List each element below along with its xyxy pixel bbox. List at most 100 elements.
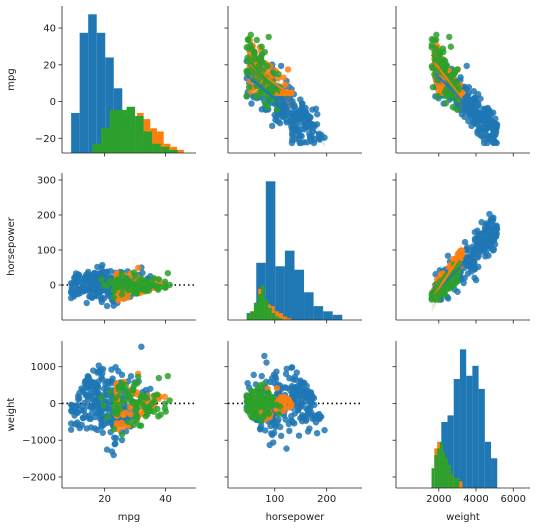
- resid-point-s2-52: [127, 411, 134, 418]
- point-s3-21: [253, 36, 260, 44]
- resid-point-s1-167: [277, 432, 285, 440]
- resid-point-s3-25: [118, 291, 126, 298]
- resid-point-s1-204: [75, 396, 82, 403]
- point-s1-222: [464, 244, 471, 251]
- hist-bar-weight-s3-9: [456, 478, 460, 488]
- resid-point-s3-77: [110, 280, 117, 287]
- resid-point-s3-42: [249, 414, 257, 421]
- hist-bar-horsepower-s1-5: [294, 269, 305, 320]
- resid-point-s1-205: [67, 420, 75, 427]
- resid-point-s1-244: [89, 275, 96, 282]
- point-s3-73: [264, 103, 271, 111]
- hist-bar-mpg-s1-0: [71, 112, 80, 153]
- resid-point-s1-243: [99, 375, 106, 383]
- point-s3-53: [428, 44, 435, 51]
- hist-bar-horsepower-s3-9: [278, 318, 283, 320]
- resid-point-s1-238: [106, 378, 113, 385]
- resid-point-s1-228: [84, 393, 91, 400]
- resid-point-s3-0: [166, 397, 173, 404]
- resid-point-s1-70: [313, 429, 321, 437]
- hist-bar-weight-s1-2: [447, 415, 454, 488]
- point-s1-108: [482, 253, 489, 260]
- point-s3-67: [266, 85, 273, 93]
- point-s1-248: [444, 252, 452, 259]
- panel-mpg-vs-mpg: −20 0 20 40: [35, 6, 196, 157]
- resid-point-s3-33: [134, 405, 141, 412]
- point-s3-13: [265, 33, 272, 41]
- resid-point-s1-199: [286, 427, 293, 435]
- hist-bar-horsepower-s3-0: [246, 314, 251, 320]
- hist-bar-mpg-s1-1: [79, 32, 89, 153]
- x-tick-label-weight: 2000: [426, 494, 451, 505]
- resid-point-s1-239: [257, 425, 264, 432]
- resid-point-s1-246: [99, 268, 107, 275]
- y-tick-label-horsepower: 0: [50, 281, 56, 292]
- resid-point-s3-30: [130, 269, 138, 276]
- resid-point-s1-241: [295, 406, 302, 414]
- resid-point-s3-32: [161, 284, 169, 291]
- hist-bar-mpg-s3-2: [109, 109, 119, 153]
- resid-point-s2-49: [286, 397, 293, 405]
- resid-point-s1-191: [283, 384, 290, 392]
- x-tick-label-horsepower: 100: [265, 494, 284, 505]
- resid-point-s1-213: [304, 406, 311, 414]
- point-s1-49: [314, 111, 321, 118]
- point-s1-156: [463, 62, 470, 70]
- point-s1-220: [468, 122, 475, 130]
- resid-point-s1-198: [115, 367, 122, 375]
- resid-point-s3-66: [104, 413, 111, 421]
- resid-point-s1-127: [258, 372, 265, 380]
- resid-point-s1-246: [99, 365, 107, 373]
- point-s1-130: [481, 128, 489, 135]
- hist-bar-horsepower-s3-5: [264, 299, 269, 320]
- hist-bar-horsepower-s2-7: [278, 313, 284, 320]
- resid-point-s3-68: [150, 274, 158, 282]
- hist-bar-weight-s1-6: [472, 365, 479, 488]
- point-s3-73: [449, 103, 457, 111]
- x-tick-label-weight: 6000: [501, 494, 526, 505]
- y-tick-label-horsepower: 300: [37, 176, 56, 187]
- hist-bar-mpg-s2-9: [177, 149, 184, 153]
- point-s1-116: [465, 117, 472, 125]
- point-s2-58: [280, 74, 287, 81]
- point-s1-246: [484, 104, 491, 112]
- x-tick-label-weight: 4000: [463, 494, 488, 505]
- hist-bar-horsepower-s1-7: [313, 306, 324, 320]
- resid-point-s1-108: [282, 370, 290, 378]
- resid-point-s1-239: [118, 436, 126, 444]
- fit-line-s1: [434, 228, 498, 294]
- point-s3-78: [443, 92, 450, 100]
- point-s3-53: [243, 44, 250, 51]
- resid-point-s1-151: [103, 446, 111, 453]
- hist-bar-mpg-s3-1: [100, 128, 110, 153]
- resid-point-s1-244: [300, 391, 308, 399]
- y-tick-label-weight: −1000: [22, 436, 56, 447]
- x-axis-label-horsepower: horsepower: [266, 512, 326, 523]
- resid-point-s2-65: [113, 270, 121, 277]
- point-s1-223: [461, 274, 468, 282]
- resid-point-s3-36: [110, 294, 118, 301]
- point-s1-220: [269, 122, 276, 130]
- panel-weight-vs-mpg: 20 40 −2000 −1000 0 1000: [22, 341, 196, 505]
- resid-point-s1-230: [270, 439, 277, 446]
- resid-point-s3-42: [136, 422, 143, 429]
- resid-point-s1-133: [90, 367, 97, 374]
- point-s1-180: [306, 130, 313, 138]
- resid-point-s1-231: [288, 383, 296, 390]
- resid-point-s1-241: [78, 284, 86, 292]
- hist-bar-mpg-s3-8: [160, 146, 170, 153]
- fit-line-s3: [430, 54, 460, 92]
- hist-bar-mpg-s1-3: [96, 32, 106, 153]
- resid-point-s1-189: [127, 373, 135, 380]
- point-s3-47: [448, 71, 456, 79]
- resid-point-s3-63: [133, 399, 141, 406]
- resid-point-s1-240: [93, 270, 100, 277]
- resid-point-s1-236: [82, 277, 89, 285]
- point-s1-221: [287, 116, 295, 123]
- hist-bar-weight-s3-4: [442, 451, 446, 488]
- resid-point-s3-12: [98, 276, 105, 283]
- resid-point-s1-246: [302, 398, 309, 405]
- resid-point-s3-57: [119, 398, 127, 406]
- hist-bar-horsepower-s1-3: [275, 266, 285, 320]
